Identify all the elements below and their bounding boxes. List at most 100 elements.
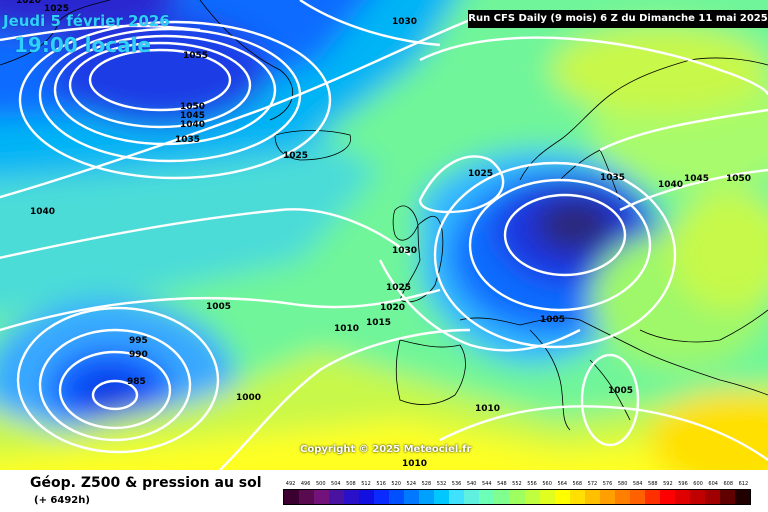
legend-swatch-584 [629,490,645,504]
legend-labels: 492 496 500 504 508 512 516 520 524 528 532 536 540 5… [283,479,751,489]
color-scale-legend: 492 496 500 504 508 512 516 520 524 528 532 536 540 5… [283,479,751,505]
legend-value-544: 544 [481,481,492,487]
geopotential-field [0,0,768,470]
isobar-label-1040-c: 1040 [658,180,683,190]
legend-value-588: 588 [648,481,658,487]
legend-value-608: 608 [723,481,734,487]
legend-swatch-564 [554,490,570,504]
legend-swatch-600 [689,490,705,504]
legend-value-600: 600 [693,481,703,487]
legend-value-508: 508 [346,481,356,487]
legend-value-568: 568 [572,481,583,487]
map-footer: Géop. Z500 & pression au sol (+ 6492h) 4… [0,470,768,512]
legend-swatch-592 [659,490,675,504]
isobar-label-1010-c: 1010 [402,459,427,469]
legend-swatch-528 [419,490,435,504]
legend-swatch-608 [719,490,735,504]
legend-swatch-588 [644,490,660,504]
legend-swatch-492 [284,490,300,504]
legend-swatch-572 [584,490,600,504]
isobar-label-1040-a: 1040 [180,120,205,130]
isobar-label-1055: 1055 [183,51,208,61]
legend-swatch-520 [389,490,405,504]
isobar-label-1040-b: 1040 [30,207,55,217]
isobar-label-1045-b: 1045 [684,174,709,184]
legend-value-556: 556 [527,481,537,487]
isobar-label-1035-b: 1035 [600,173,625,183]
isobar-labels: 1020102510301055105010451040103510251025… [16,0,751,469]
isobar-label-1035-a: 1035 [175,135,200,145]
legend-value-572: 572 [587,481,598,487]
legend-swatch-612 [734,490,750,504]
isobar-label-1010-b: 1010 [475,404,500,414]
isobar-label-1030-a: 1030 [392,17,417,27]
isobars [0,0,768,470]
legend-swatches [283,489,751,505]
isobar-label-1000: 1000 [236,393,261,403]
forecast-time: 19:00 locale [14,33,151,57]
legend-swatch-532 [434,490,450,504]
legend-value-524: 524 [406,481,417,487]
legend-value-548: 548 [497,481,507,487]
isobar-label-1005-b: 1005 [540,315,565,325]
legend-value-492: 492 [285,481,296,487]
legend-value-540: 540 [466,481,477,487]
legend-swatch-576 [599,490,615,504]
isobar-label-1020-b: 1020 [380,303,405,313]
legend-value-612: 612 [738,481,749,487]
legend-swatch-552 [509,490,525,504]
legend-swatch-508 [344,490,360,504]
isobar-label-1025-a: 1025 [44,4,69,14]
legend-swatch-504 [329,490,345,504]
legend-swatch-524 [404,490,420,504]
legend-swatch-536 [449,490,465,504]
product-title: Géop. Z500 & pression au sol [30,475,262,491]
legend-value-560: 560 [542,481,552,487]
isobar-label-1045-a: 1045 [180,111,205,121]
legend-value-576: 576 [602,481,613,487]
legend-swatch-556 [524,490,540,504]
isobar-label-995: 995 [129,336,148,346]
legend-swatch-568 [569,490,585,504]
isobar-label-1025-c: 1025 [468,169,493,179]
isobar-label-1005-a: 1005 [206,302,231,312]
legend-value-500: 500 [315,481,326,487]
legend-swatch-500 [314,490,330,504]
legend-value-580: 580 [617,481,628,487]
isobar-label-1025-d: 1025 [386,283,411,293]
isobar-label-990: 990 [129,350,148,360]
legend-value-520: 520 [391,481,401,487]
legend-swatch-512 [359,490,375,504]
legend-swatch-580 [614,490,630,504]
legend-value-512: 512 [361,481,371,487]
legend-swatch-544 [479,490,495,504]
legend-swatch-560 [539,490,555,504]
legend-value-536: 536 [451,481,462,487]
legend-value-564: 564 [557,481,567,487]
legend-swatch-540 [464,490,480,504]
isobar-label-1050-a: 1050 [180,102,205,112]
legend-value-516: 516 [376,481,386,487]
isobar-label-1030-b: 1030 [392,246,417,256]
isobar-label-1005-c: 1005 [608,386,633,396]
weather-map: 1020 1025 1030 1055 1050 1045 1040 1035 1025 1025… [0,0,768,470]
legend-value-584: 584 [632,481,643,487]
isobar-label-1025-b: 1025 [283,151,308,161]
isobar-label-1015: 1015 [366,318,391,328]
isobar-label-985: 985 [127,377,146,387]
forecast-date: Jeudi 5 février 2026 [3,12,170,30]
forecast-offset: (+ 6492h) [34,495,90,506]
map-canvas: 1020102510301055105010451040103510251025… [0,0,768,470]
run-info-banner: Run CFS Daily (9 mois) 6 Z du Dimanche 1… [468,10,768,28]
legend-swatch-596 [674,490,690,504]
legend-swatch-604 [704,490,720,504]
copyright-notice: Copyright © 2025 Meteociel.fr [300,444,472,455]
legend-swatch-496 [299,490,315,504]
legend-value-532: 532 [436,481,447,487]
legend-value-552: 552 [512,481,522,487]
legend-value-528: 528 [421,481,432,487]
legend-value-504: 504 [331,481,341,487]
legend-value-604: 604 [708,481,718,487]
legend-swatch-548 [494,490,510,504]
legend-value-496: 496 [300,481,311,487]
